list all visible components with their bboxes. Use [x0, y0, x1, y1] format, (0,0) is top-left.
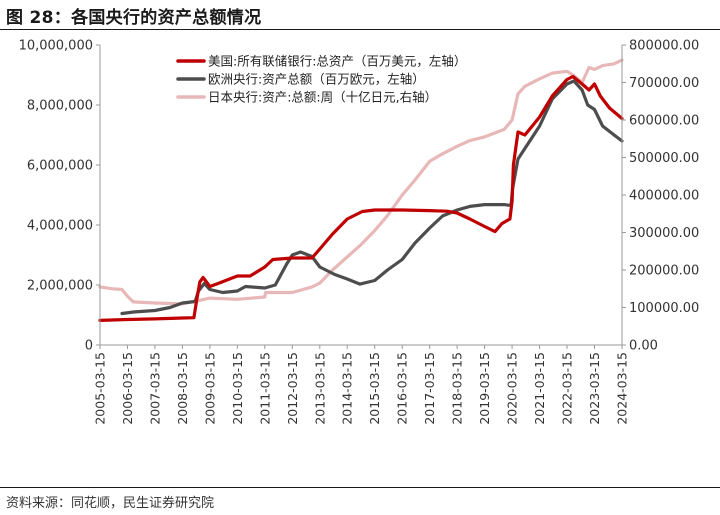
x-tick-label: 2007-03-15	[147, 352, 162, 425]
x-tick-label: 2011-03-15	[257, 352, 272, 425]
source-note: 资料来源：同花顺，民生证券研究院	[6, 496, 215, 511]
y-left-tick-label: 8,000,000	[27, 99, 93, 114]
x-tick-label: 2018-03-15	[450, 352, 465, 425]
x-tick-label: 2009-03-15	[202, 352, 217, 425]
x-tick-label: 2012-03-15	[285, 352, 300, 425]
y-right-tick-label: 300000.00	[629, 226, 699, 241]
x-tick-label: 2008-03-15	[175, 352, 190, 425]
series-line-1	[120, 79, 624, 316]
x-tick-label: 2017-03-15	[422, 352, 437, 425]
x-tick-label: 2016-03-15	[395, 352, 410, 425]
x-tick-label: 2013-03-15	[312, 352, 327, 425]
x-tick-label: 2005-03-15	[93, 352, 108, 425]
y-left-tick-label: 10,000,000	[19, 39, 93, 54]
legend-label-0: 美国:所有联储银行:总资产（百万美元，左轴）	[208, 54, 466, 69]
y-right-tick-label: 500000.00	[629, 151, 699, 166]
legend: 美国:所有联储银行:总资产（百万美元，左轴） 欧洲央行:资产总额（百万欧元，左轴）…	[176, 54, 466, 105]
x-tick-label: 2020-03-15	[505, 352, 520, 425]
y-left-tick-label: 6,000,000	[27, 159, 93, 174]
x-tick-label: 2015-03-15	[367, 352, 382, 425]
y-right-tick-label: 700000.00	[629, 76, 699, 91]
x-tick-label: 2014-03-15	[340, 352, 355, 425]
y-right-tick-label: 800000.00	[629, 39, 699, 54]
y-left-tick-label: 4,000,000	[27, 219, 93, 234]
x-tick-label: 2024-03-15	[615, 352, 630, 425]
x-tick-label: 2010-03-15	[230, 352, 245, 425]
y-left-tick-label: 2,000,000	[27, 279, 93, 294]
x-tick-label: 2006-03-15	[120, 352, 135, 425]
series-line-0	[98, 74, 624, 322]
y-right-tick-label: 100000.00	[629, 301, 699, 316]
y-left-tick-label: 0	[85, 339, 93, 354]
axes-layer: 0 2,000,000 4,000,000 6,000,000 8,000,000 10,…	[19, 39, 700, 425]
y-right-tick-label: 200000.00	[629, 264, 699, 279]
x-tick-label: 2021-03-15	[532, 352, 547, 425]
y-right-tick-label: 400000.00	[629, 189, 699, 204]
y-right-tick-label: 600000.00	[629, 114, 699, 129]
series-layer	[98, 58, 624, 322]
x-tick-label: 2019-03-15	[477, 352, 492, 425]
y-right-tick-label: 0.00	[629, 339, 658, 354]
legend-label-2: 日本央行:资产:总额:周（十亿日元,右轴）	[208, 90, 437, 105]
legend-label-1: 欧洲央行:资产总额（百万欧元，左轴）	[208, 72, 425, 87]
x-tick-label: 2022-03-15	[560, 352, 575, 425]
chart: 0 2,000,000 4,000,000 6,000,000 8,000,000 10,…	[19, 39, 700, 425]
title-rule	[0, 29, 720, 30]
x-tick-label: 2023-03-15	[587, 352, 602, 425]
source-rule	[0, 487, 720, 488]
figure-title: 图 28：各国央行的资产总额情况	[6, 8, 262, 28]
